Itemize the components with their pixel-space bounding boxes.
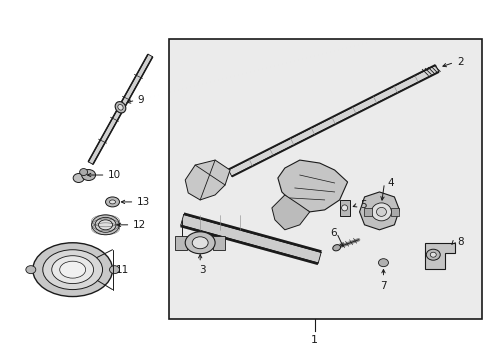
Ellipse shape	[109, 200, 115, 204]
Ellipse shape	[80, 168, 87, 176]
Ellipse shape	[91, 215, 119, 235]
Ellipse shape	[376, 207, 386, 216]
Text: 8: 8	[456, 237, 463, 247]
Ellipse shape	[33, 243, 112, 297]
Circle shape	[341, 205, 347, 211]
Ellipse shape	[378, 259, 387, 267]
Bar	[169, 39, 481, 319]
Text: 7: 7	[379, 280, 386, 291]
Text: 6: 6	[330, 228, 336, 238]
Text: 4: 4	[386, 178, 393, 188]
Ellipse shape	[42, 250, 102, 289]
Ellipse shape	[192, 237, 208, 249]
Ellipse shape	[118, 104, 123, 110]
Text: 2: 2	[456, 58, 463, 67]
Ellipse shape	[105, 197, 119, 207]
Text: 12: 12	[132, 220, 145, 230]
Ellipse shape	[73, 174, 84, 183]
Text: 5: 5	[360, 200, 366, 210]
Bar	[213, 236, 224, 250]
Ellipse shape	[332, 244, 340, 251]
Ellipse shape	[426, 249, 439, 260]
Polygon shape	[425, 243, 454, 269]
Text: 10: 10	[107, 170, 121, 180]
Text: 13: 13	[136, 197, 149, 207]
Bar	[363, 208, 371, 216]
Text: 3: 3	[199, 265, 205, 275]
Ellipse shape	[99, 220, 112, 230]
Bar	[175, 236, 187, 250]
Ellipse shape	[95, 217, 116, 232]
Ellipse shape	[185, 232, 215, 254]
Ellipse shape	[81, 170, 95, 180]
Polygon shape	[88, 54, 152, 164]
Polygon shape	[271, 195, 309, 230]
Ellipse shape	[52, 256, 93, 284]
Polygon shape	[277, 160, 347, 212]
Polygon shape	[185, 160, 229, 200]
Polygon shape	[359, 192, 399, 230]
Polygon shape	[228, 65, 438, 176]
Ellipse shape	[26, 266, 36, 274]
Ellipse shape	[371, 203, 390, 221]
Bar	[390, 208, 399, 216]
Ellipse shape	[115, 102, 125, 113]
Text: 9: 9	[137, 95, 144, 105]
Ellipse shape	[60, 261, 85, 278]
Ellipse shape	[109, 266, 119, 274]
Bar	[339, 200, 349, 216]
Ellipse shape	[429, 252, 435, 257]
Text: 11: 11	[115, 265, 128, 275]
Polygon shape	[181, 215, 321, 263]
Text: 1: 1	[310, 336, 318, 345]
